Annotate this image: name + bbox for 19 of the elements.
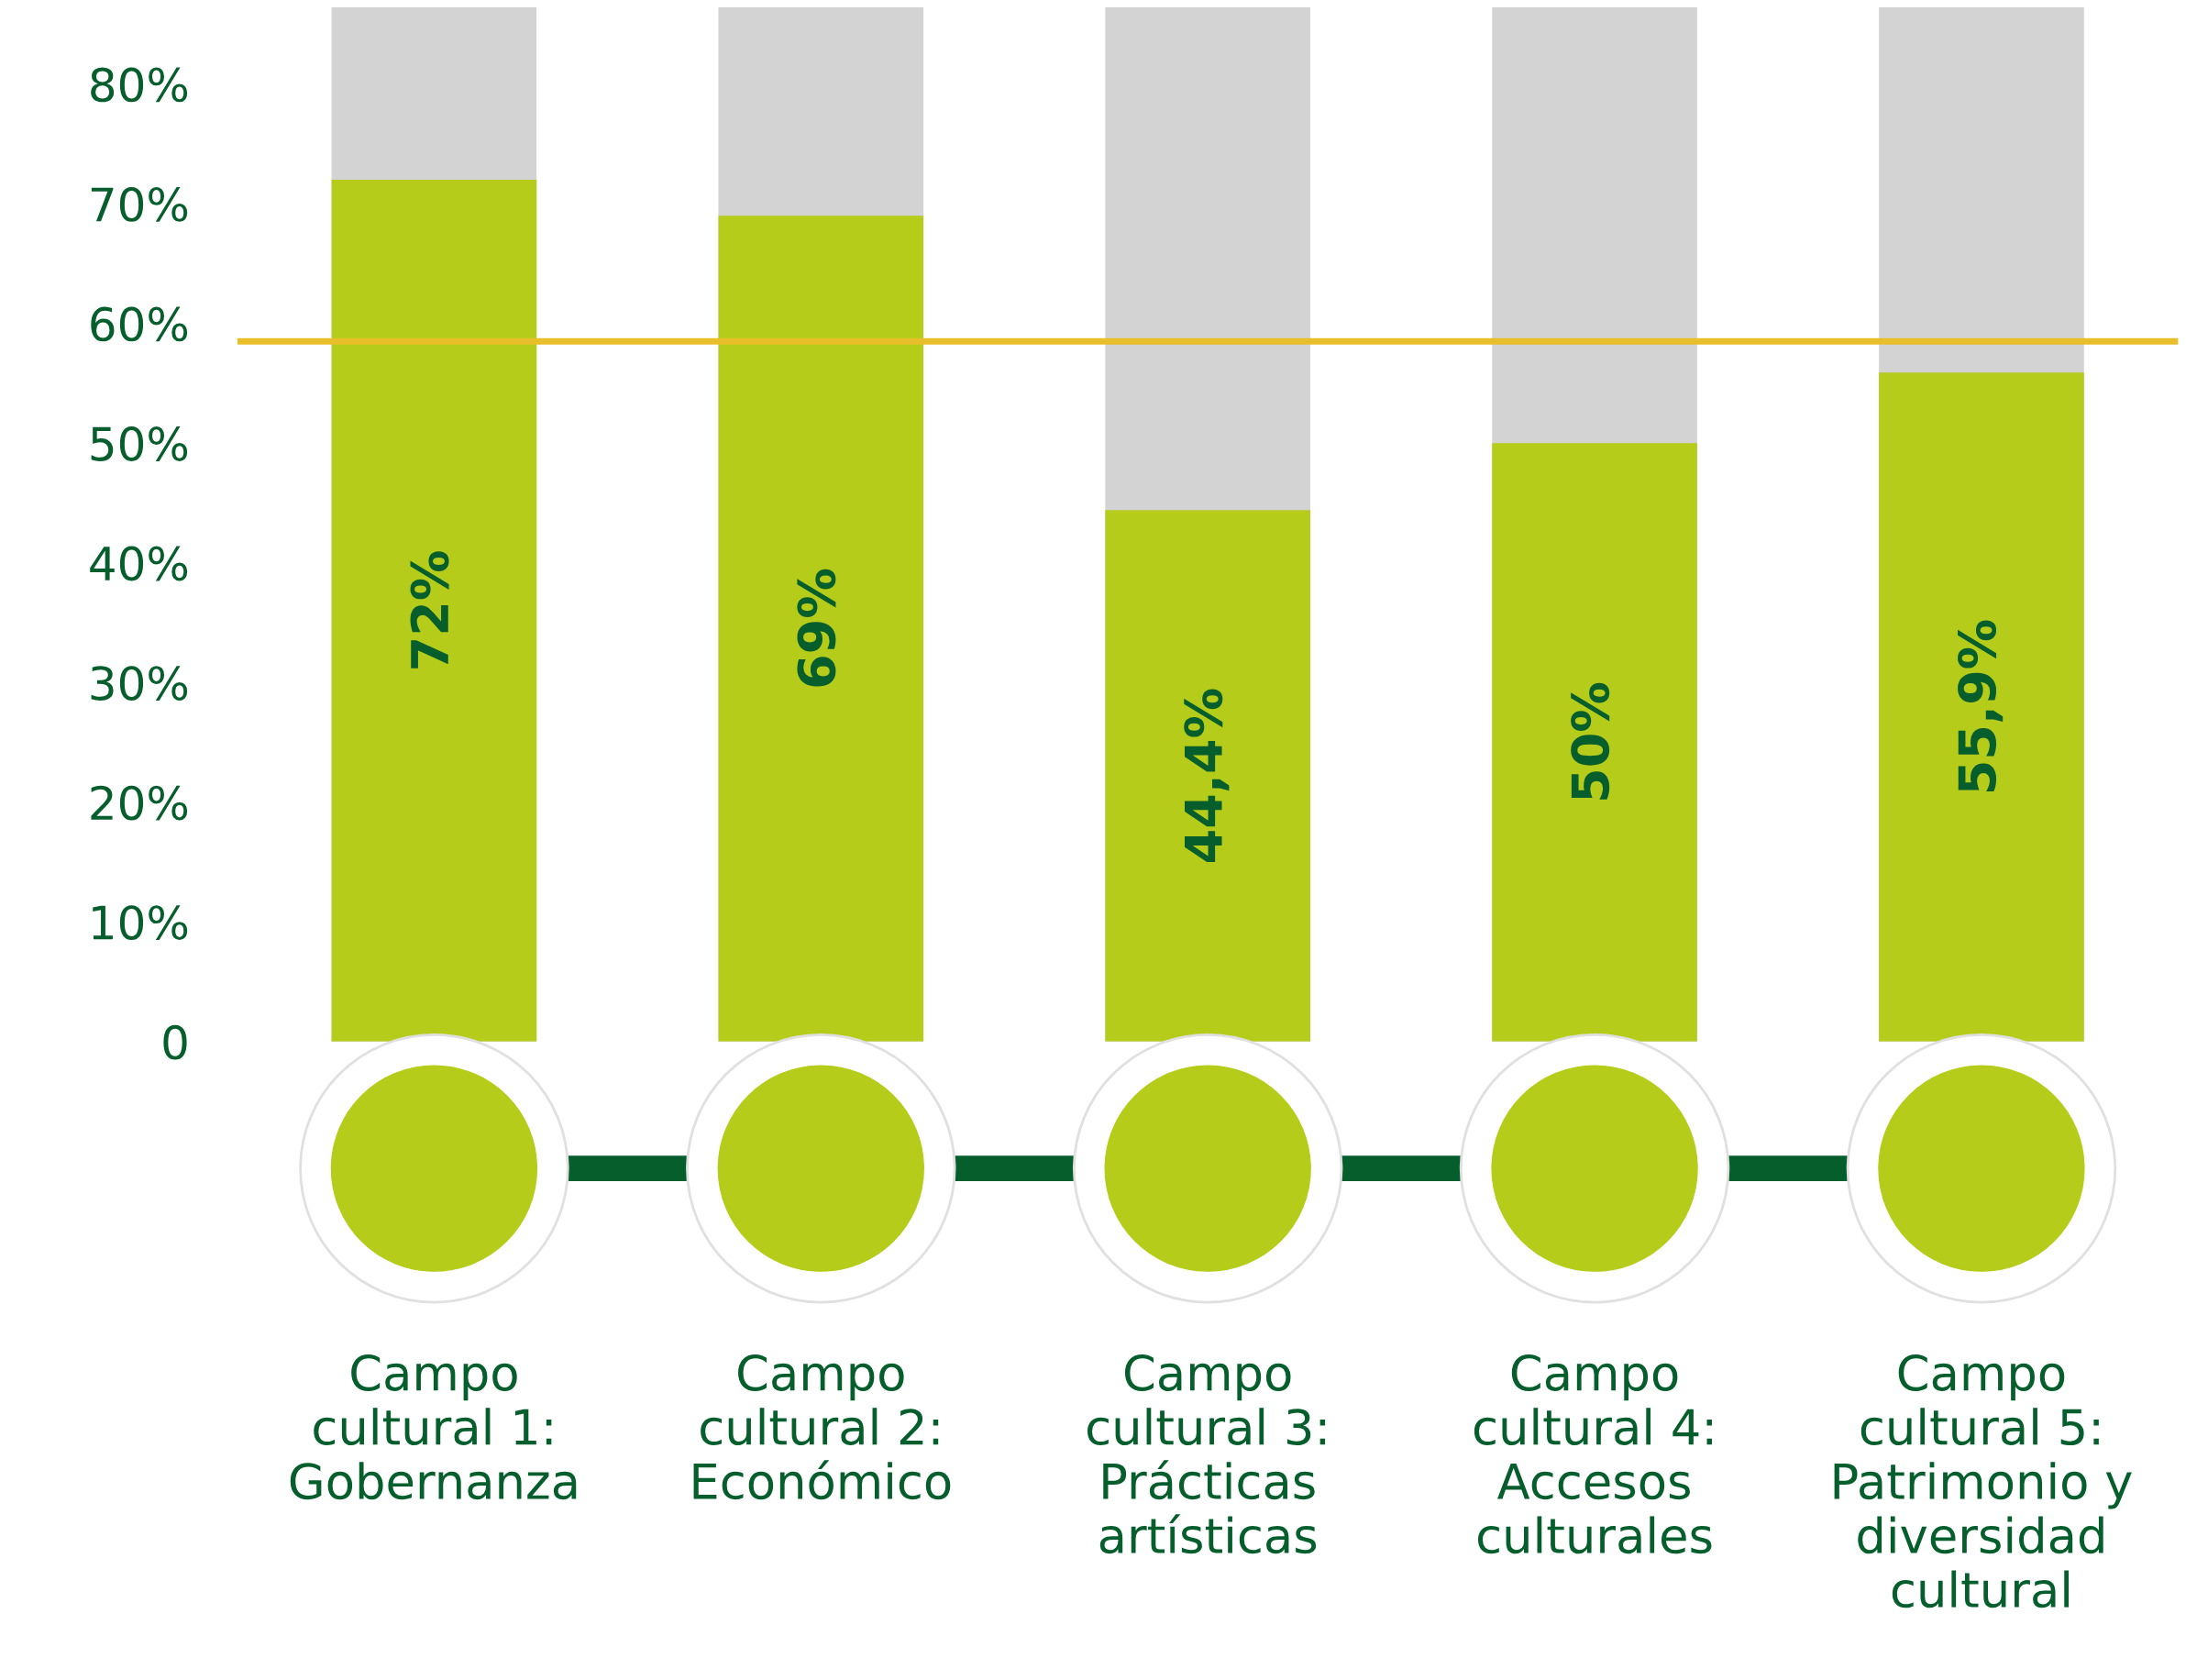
data-label: 50% bbox=[1571, 682, 1610, 800]
y-tick-label: 40% bbox=[90, 546, 188, 581]
y-tick-label: 80% bbox=[91, 67, 188, 103]
data-label: 44,4% bbox=[1184, 689, 1230, 862]
y-tick-label: 60% bbox=[91, 306, 188, 342]
data-label: 69% bbox=[797, 569, 836, 687]
y-tick-label: 10% bbox=[93, 905, 188, 941]
y-tick-label: 30% bbox=[91, 666, 188, 701]
x-tick-label: Campo cultural 1: Gobernanza bbox=[290, 1354, 577, 1500]
data-label: 55,9% bbox=[1958, 620, 2004, 792]
data-label: 72% bbox=[410, 551, 449, 669]
y-tick-label: 20% bbox=[91, 785, 188, 821]
y-tick-label: 70% bbox=[91, 187, 188, 222]
x-tick-label: Campo cultural 3: Prácticas artísticas bbox=[1087, 1354, 1326, 1554]
y-tick-label: 0 bbox=[163, 1024, 187, 1060]
x-tick-label: Campo cultural 2: Económico bbox=[693, 1354, 951, 1500]
x-tick-label: Campo cultural 4: Accesos culturales bbox=[1474, 1354, 1712, 1554]
y-tick-label: 50% bbox=[91, 426, 188, 461]
x-tick-label: Campo cultural 5: Patrimonio y diversidad cultural bbox=[1834, 1354, 2132, 1608]
